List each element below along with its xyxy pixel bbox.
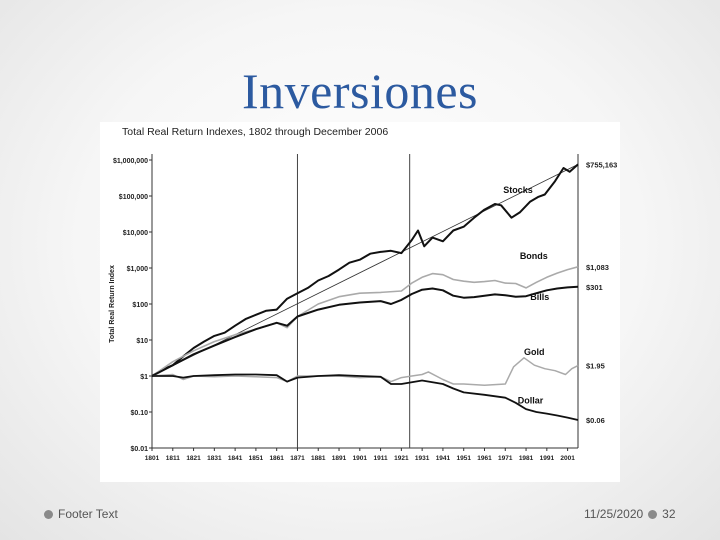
x-tick-label: 1821 xyxy=(186,455,201,462)
y-tick-label: $10,000 xyxy=(123,230,148,237)
chart-panel: Total Real Return Indexes, 1802 through … xyxy=(100,122,620,482)
x-tick-label: 1941 xyxy=(436,455,451,462)
stocks-end-value-label: $755,163 xyxy=(586,160,617,169)
x-tick-label: 1861 xyxy=(269,455,284,462)
y-tick-label: $10 xyxy=(136,338,148,345)
stocks-inline-label: Stocks xyxy=(503,185,533,195)
x-tick-label: 1991 xyxy=(540,455,555,462)
x-tick-label: 1811 xyxy=(166,455,180,462)
x-tick-label: 1871 xyxy=(290,455,305,462)
footer-text: Footer Text xyxy=(58,507,118,521)
x-tick-label: 1981 xyxy=(519,455,534,462)
dollar-end-value-label: $0.06 xyxy=(586,416,605,425)
bills-end-value-label: $301 xyxy=(586,283,603,292)
y-tick-label: $1,000,000 xyxy=(113,158,148,165)
line-chart: Total Real Return Indexes, 1802 through … xyxy=(109,126,617,462)
bullet-icon xyxy=(648,509,658,519)
slide-title: Inversiones xyxy=(242,63,478,119)
gold-end-value-label: $1.95 xyxy=(586,362,605,371)
bills-inline-label: Bills xyxy=(530,292,549,302)
gold-inline-label: Gold xyxy=(524,347,545,357)
y-tick-label: $100 xyxy=(132,302,148,309)
stocks-trend-line xyxy=(151,164,579,377)
bullet-icon xyxy=(44,509,53,519)
bonds-series-line xyxy=(151,266,579,377)
x-tick-label: 1891 xyxy=(332,455,347,462)
bonds-inline-label: Bonds xyxy=(520,251,548,261)
footer-left: Footer Text xyxy=(44,507,118,521)
x-tick-label: 1971 xyxy=(498,455,513,462)
y-tick-label: $0.01 xyxy=(130,446,148,453)
y-tick-label: $0.10 xyxy=(130,410,148,417)
slide-number: 32 xyxy=(662,507,676,521)
bills-series-line xyxy=(151,285,579,377)
x-tick-label: 1911 xyxy=(374,455,388,462)
x-tick-label: 1931 xyxy=(415,455,430,462)
x-tick-label: 1841 xyxy=(228,455,243,462)
y-tick-label: $100,000 xyxy=(119,194,148,201)
x-tick-label: 1801 xyxy=(145,455,160,462)
slide-date: 11/25/2020 xyxy=(584,507,644,521)
x-tick-label: 2001 xyxy=(560,455,575,462)
chart-title: Total Real Return Indexes, 1802 through … xyxy=(122,126,388,138)
y-tick-label: $1 xyxy=(140,374,148,381)
x-tick-label: 1961 xyxy=(477,455,492,462)
footer-right: 11/25/2020 32 xyxy=(584,507,676,521)
y-tick-label: $1,000 xyxy=(127,266,149,273)
dollar-inline-label: Dollar xyxy=(518,396,544,406)
x-tick-label: 1851 xyxy=(249,455,264,462)
x-tick-label: 1921 xyxy=(394,455,409,462)
stocks-series-line xyxy=(151,163,579,377)
dollar-series-line xyxy=(152,373,579,421)
y-axis-label: Total Real Return Index xyxy=(109,265,116,343)
x-tick-label: 1881 xyxy=(311,455,326,462)
x-tick-label: 1831 xyxy=(207,455,222,462)
bonds-end-value-label: $1,083 xyxy=(586,263,609,272)
x-tick-label: 1901 xyxy=(353,455,368,462)
x-tick-label: 1951 xyxy=(456,455,471,462)
gold-series-line xyxy=(151,357,579,387)
